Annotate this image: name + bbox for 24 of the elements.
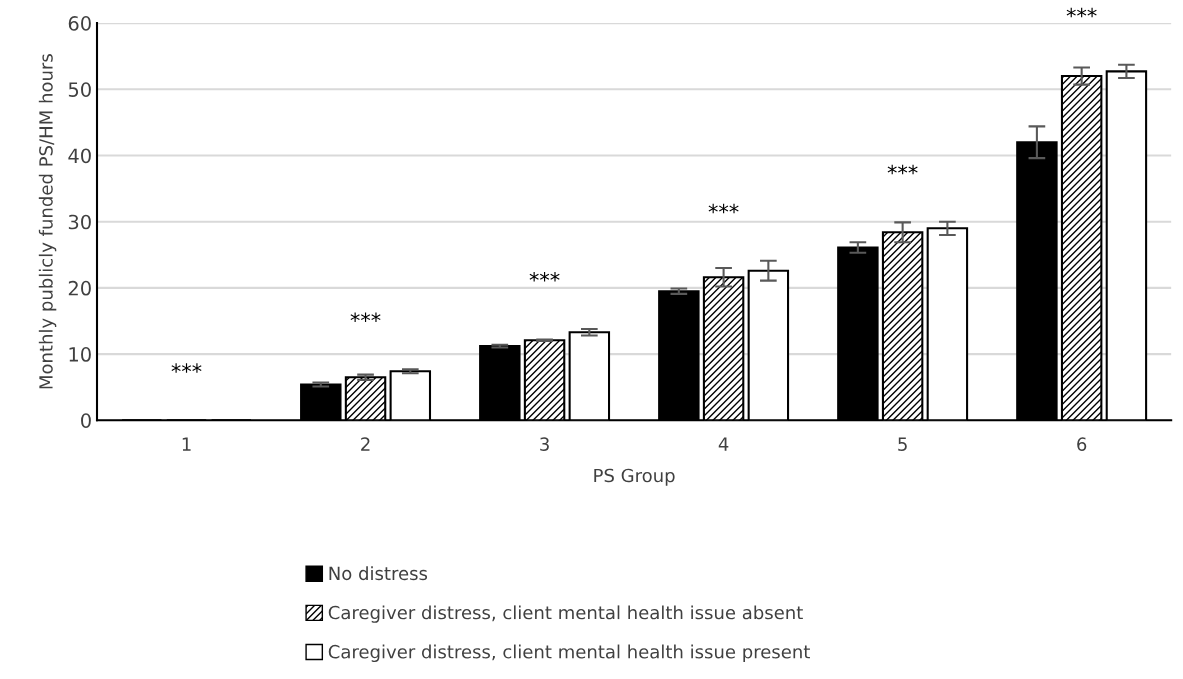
- annotation: ***: [887, 164, 918, 175]
- legend-label: No distress: [329, 566, 428, 581]
- y-axis-title: Monthly publicly funded PS/HM hours: [38, 54, 57, 389]
- legend-label: Caregiver distress, client mental health issue present: [328, 644, 810, 662]
- annotation: ***: [350, 312, 381, 322]
- x-tick-label: 4: [718, 437, 729, 451]
- x-tick-label: 5: [898, 437, 907, 451]
- annotation: ***: [171, 363, 202, 373]
- annotation: ***: [708, 203, 739, 214]
- y-tick-label: 0: [81, 413, 91, 428]
- legend-label: Caregiver distress, client mental health issue absent: [328, 605, 803, 623]
- x-axis-title: PS Group: [594, 468, 675, 486]
- annotation: ***: [529, 272, 560, 282]
- text: ***: [1066, 7, 1097, 18]
- y-tick-label: 60: [68, 16, 91, 31]
- y-tick-label: 40: [68, 148, 91, 164]
- y-tick-label: 50: [68, 82, 91, 97]
- y-tick-label: 10: [69, 347, 91, 362]
- y-tick-label: 20: [68, 280, 91, 296]
- x-tick-label: 3: [540, 437, 549, 451]
- y-tick-label: 30: [68, 214, 91, 230]
- x-tick-label: 2: [361, 437, 370, 451]
- x-tick-label: 1: [182, 437, 191, 451]
- x-tick-label: 6: [1077, 437, 1087, 451]
